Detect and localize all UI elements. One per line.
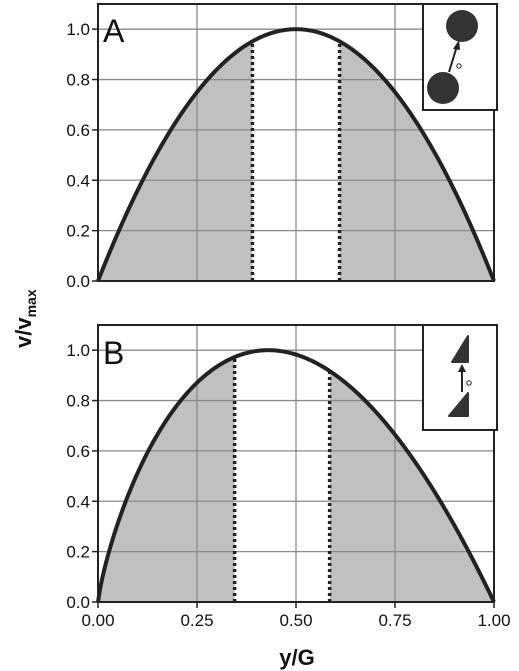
shaded-region [329,371,494,602]
panel-a-shaded-areas [98,41,494,282]
panel-b-curve [96,348,496,603]
y-axis-title: v/vmax [11,289,39,348]
x-tick-label: 0.25 [180,611,213,630]
panel-b: 0.00.20.40.60.81.0 0.00 0.25 0.50 0.75 1.00 … [66,324,511,630]
shaded-region [339,41,494,282]
y-axis-title-subscript: max [23,289,39,317]
y-tick-label: 0.4 [66,492,90,511]
y-tick-label: 0.6 [66,442,90,461]
panel-b-shaded-areas [98,357,494,602]
panel-b-letter: B [103,335,124,371]
panel-b-x-ticks: 0.00 0.25 0.50 0.75 1.00 [81,602,511,630]
y-tick-label: 0.2 [66,222,90,241]
panel-a-letter: A [103,13,125,49]
panel-b-y-ticks: 0.0 0.2 0.4 0.6 0.8 1.0 [66,341,98,612]
y-tick-label: 0.0 [66,593,90,612]
y-tick-label: 1.0 [66,341,90,360]
two-triangles-icon [422,324,498,431]
panel-a: 0.0 0.2 0.4 0.6 0.8 1.0 A [66,3,498,291]
y-tick-label: 0.8 [66,71,90,90]
panel-b-dotted-lines [232,358,332,602]
two-circles-icon [422,3,498,111]
y-axis-title-main: v/v [11,317,36,348]
y-tick-label: 0.0 [66,272,90,291]
y-tick-label: 0.2 [66,543,90,562]
x-axis-title: y/G [279,645,314,670]
panel-a-frame [97,3,495,282]
x-tick-label: 0.00 [81,611,114,630]
y-tick-label: 0.6 [66,121,90,140]
panel-a-curve [96,27,496,282]
panel-a-y-ticks: 0.0 0.2 0.4 0.6 0.8 1.0 [66,20,98,291]
x-tick-label: 0.50 [279,611,312,630]
x-tick-label: 0.75 [378,611,411,630]
panel-a-dotted-lines [250,42,342,281]
shaded-region [98,41,253,282]
y-tick-label: 0.4 [66,171,90,190]
shaded-region [98,357,235,602]
y-tick-label: 1.0 [66,20,90,39]
x-tick-label: 1.00 [477,611,510,630]
y-tick-label: 0.8 [66,392,90,411]
